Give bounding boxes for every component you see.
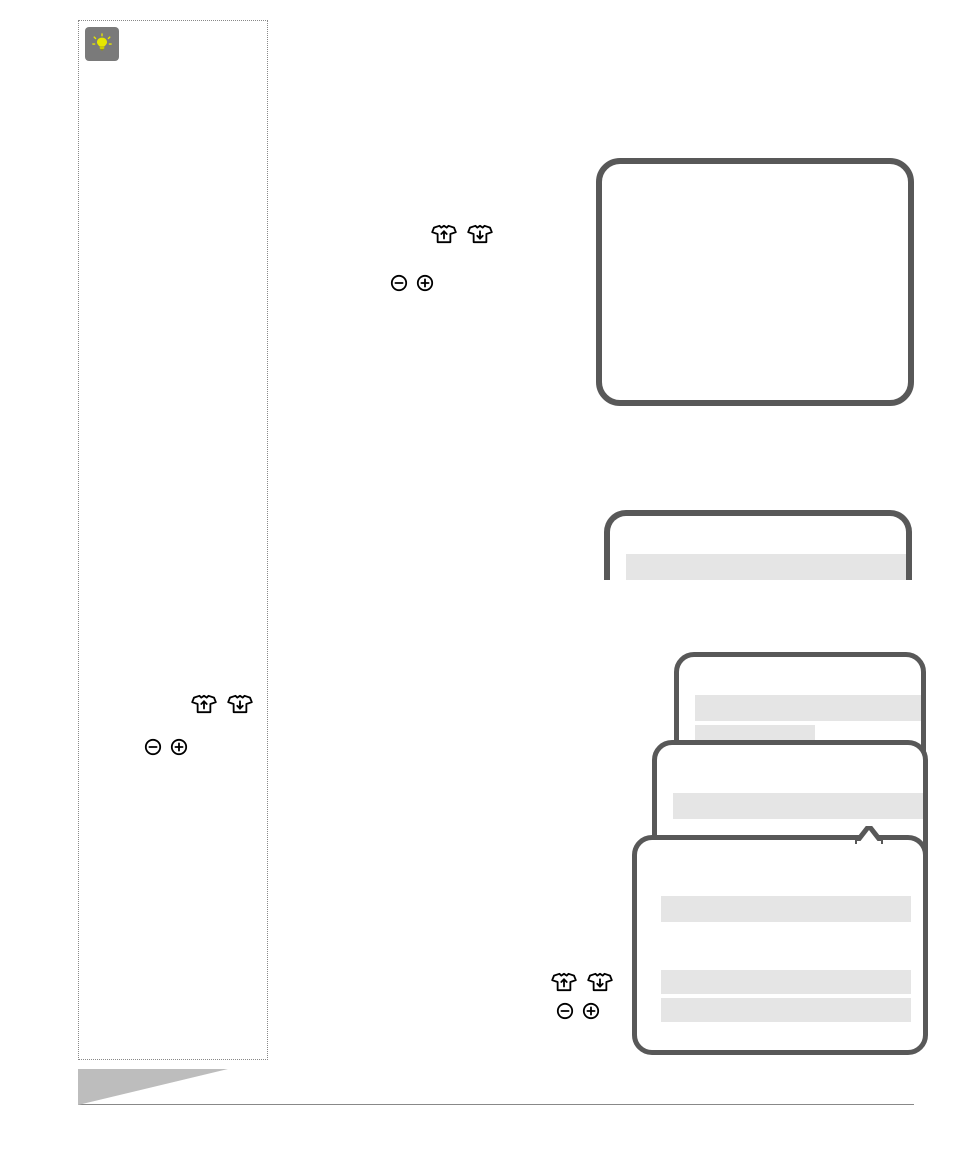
placeholder-bar [661,998,911,1022]
plus-icon[interactable] [416,274,434,292]
zoom-group-3 [556,1002,600,1020]
placeholder-bar [661,970,911,994]
expand-collapse-group-3 [550,972,614,992]
minus-icon[interactable] [556,1002,574,1020]
card-front [632,835,928,1055]
bulb-icon [91,33,113,55]
placeholder-bar [661,896,911,922]
footer-wedge [78,1069,228,1105]
shirt-down-icon[interactable] [586,972,614,992]
shirt-down-icon[interactable] [226,694,254,714]
zoom-group-1 [390,274,434,292]
shirt-up-icon[interactable] [430,224,458,244]
shirt-up-icon[interactable] [190,694,218,714]
minus-icon[interactable] [390,274,408,292]
shirt-up-icon[interactable] [550,972,578,992]
page [0,0,954,1159]
peek-panel [604,510,912,580]
sidebar-panel [78,20,268,1060]
idea-bulb-button[interactable] [85,27,119,61]
speech-pointer-icon [855,826,883,844]
expand-collapse-group-2 [190,694,254,714]
plus-icon[interactable] [170,738,188,756]
placeholder-bar [673,793,923,819]
placeholder-bar [695,695,921,721]
zoom-group-2 [144,738,188,756]
shirt-down-icon[interactable] [466,224,494,244]
main-panel [596,158,914,406]
expand-collapse-group-1 [430,224,494,244]
placeholder-bar [626,554,906,580]
plus-icon[interactable] [582,1002,600,1020]
minus-icon[interactable] [144,738,162,756]
